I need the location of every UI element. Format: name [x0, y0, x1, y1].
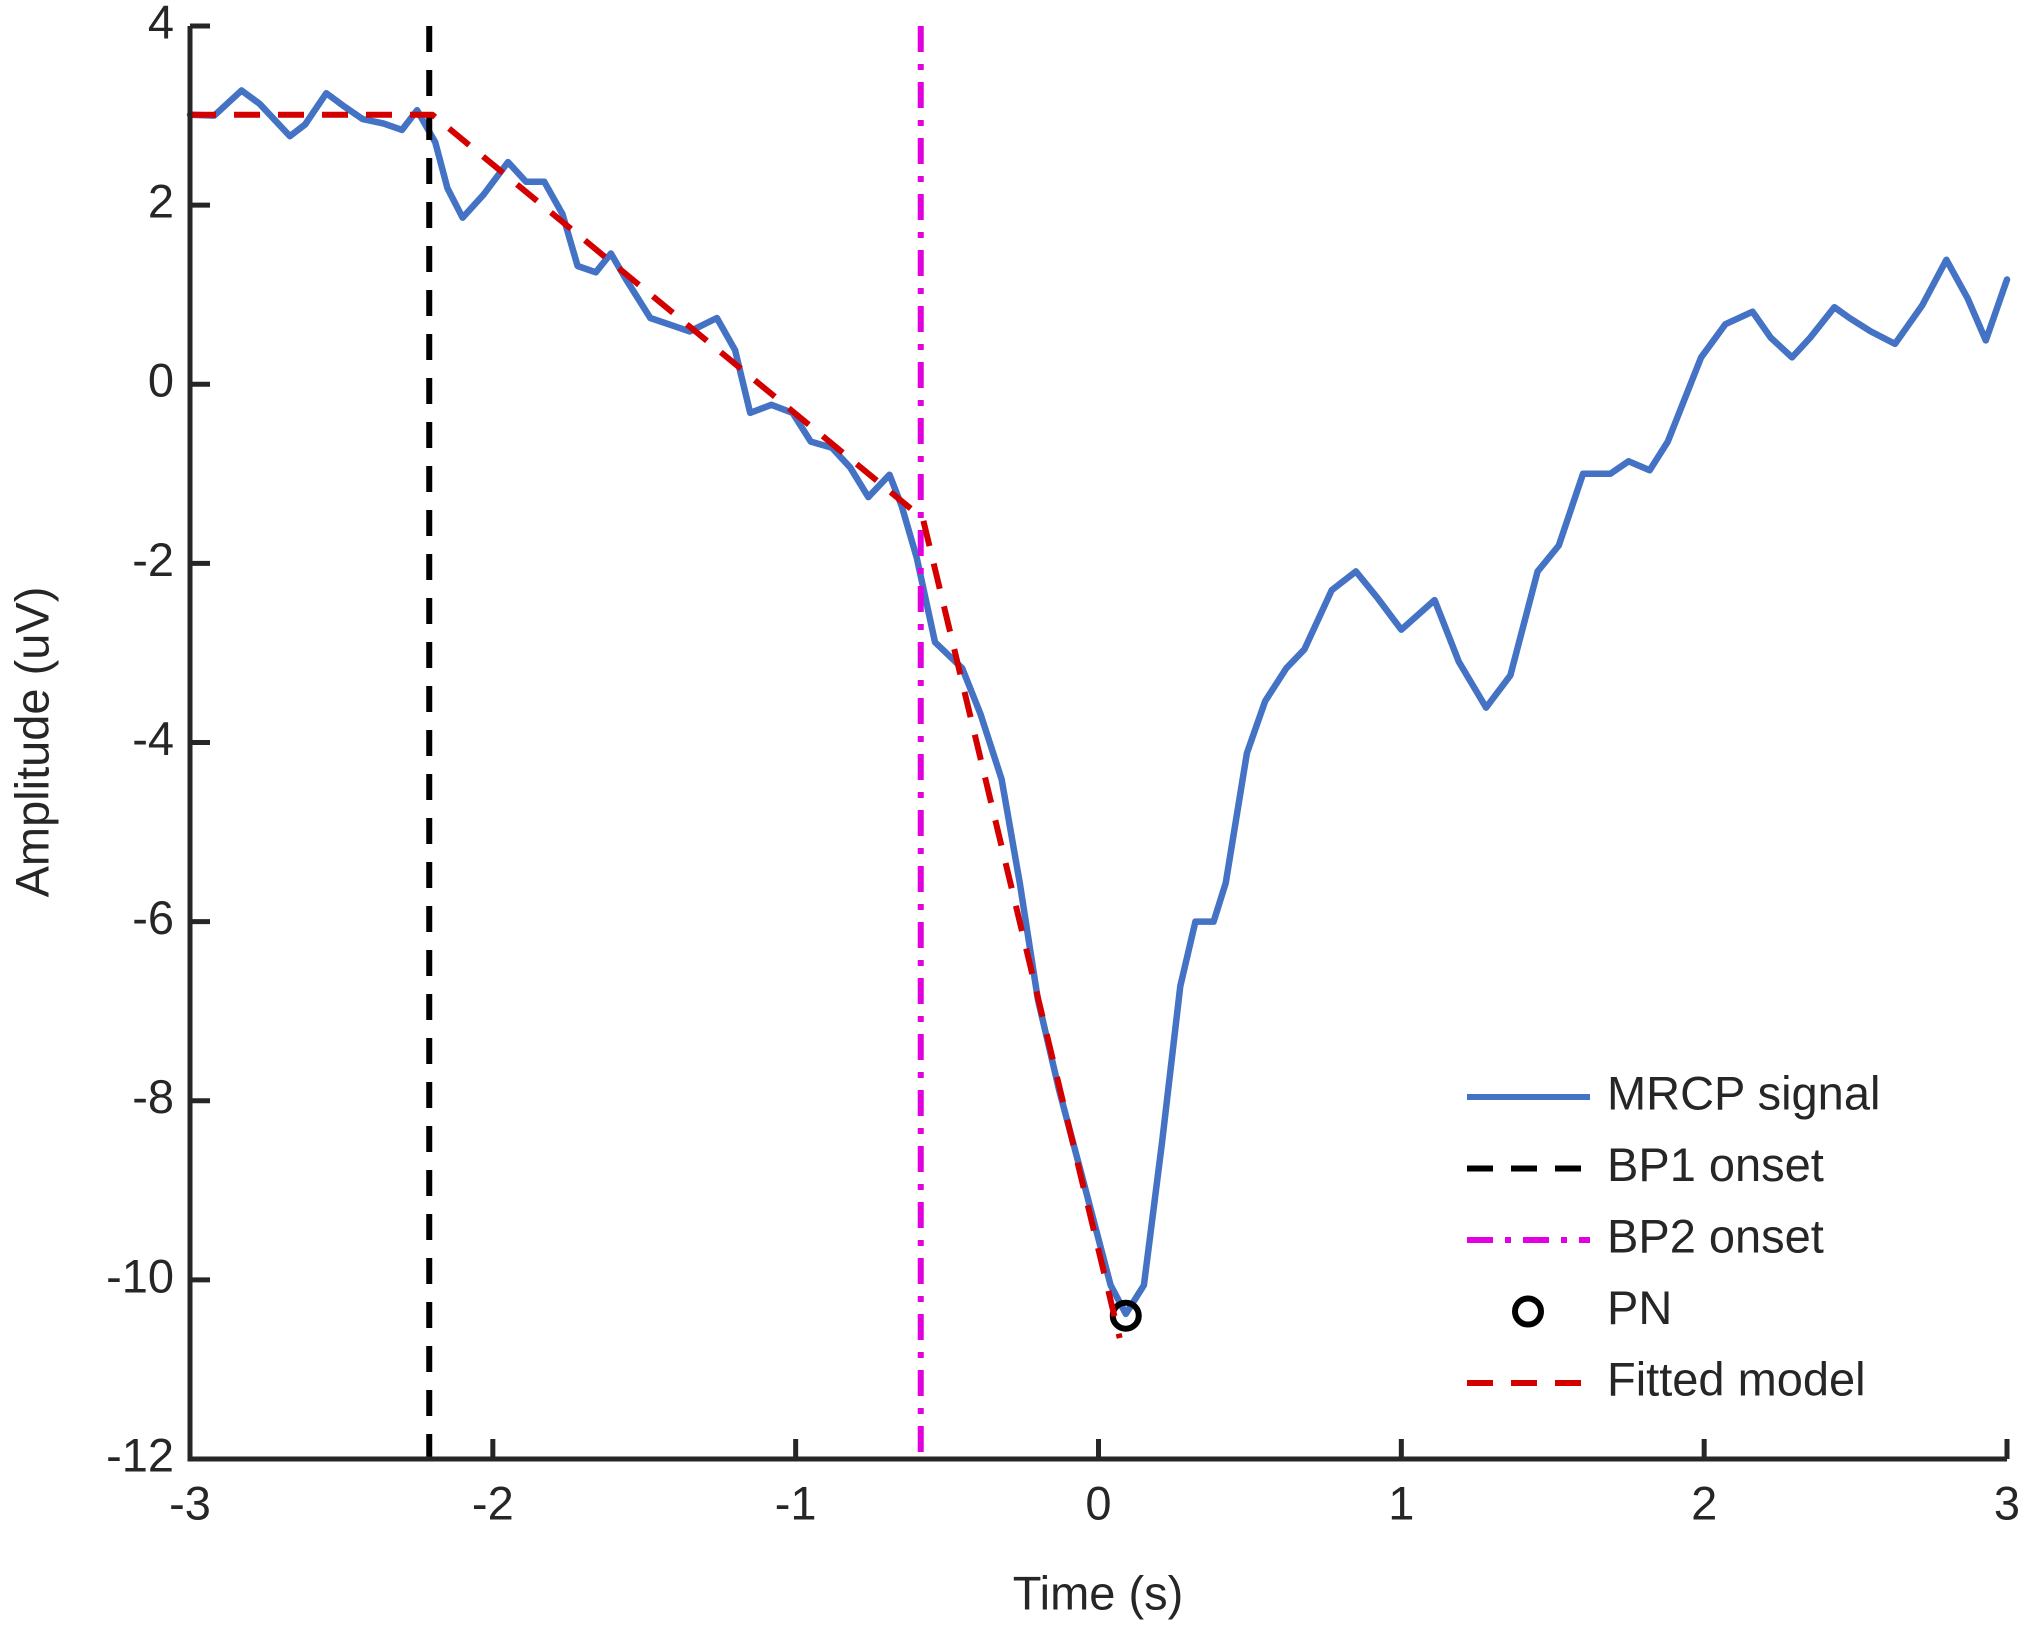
x-tick-label: -2	[472, 1476, 514, 1529]
x-tick-label: 0	[1085, 1476, 1111, 1529]
legend-label: BP2 onset	[1607, 1209, 1824, 1262]
legend-label: PN	[1607, 1281, 1672, 1334]
y-tick-label: 0	[148, 354, 174, 407]
legend-label: BP1 onset	[1607, 1138, 1824, 1191]
y-tick-label: -10	[106, 1249, 174, 1302]
signal-line	[186, 87, 2011, 1318]
x-tick-label: 2	[1691, 1476, 1717, 1529]
x-tick-label: -1	[775, 1476, 817, 1529]
y-tick-label: -4	[132, 712, 174, 765]
y-tick-label: 2	[148, 175, 174, 228]
y-tick-label: -12	[106, 1428, 174, 1481]
legend-label: Fitted model	[1607, 1352, 1866, 1405]
y-tick-label: -2	[132, 533, 174, 586]
y-tick-label: -6	[132, 891, 174, 944]
x-axis-label: Time (s)	[1013, 1566, 1184, 1619]
y-tick-label: 4	[148, 0, 174, 48]
y-tick-label: -8	[132, 1070, 174, 1123]
x-tick-label: -3	[169, 1476, 211, 1529]
fitted-line	[190, 111, 1123, 1339]
y-axis-label: Amplitude (uV)	[5, 587, 58, 898]
legend-label: MRCP signal	[1607, 1066, 1880, 1119]
x-tick-label: 1	[1388, 1476, 1414, 1529]
legend-symbol	[1512, 1295, 1544, 1328]
x-tick-label: 3	[1994, 1476, 2020, 1529]
